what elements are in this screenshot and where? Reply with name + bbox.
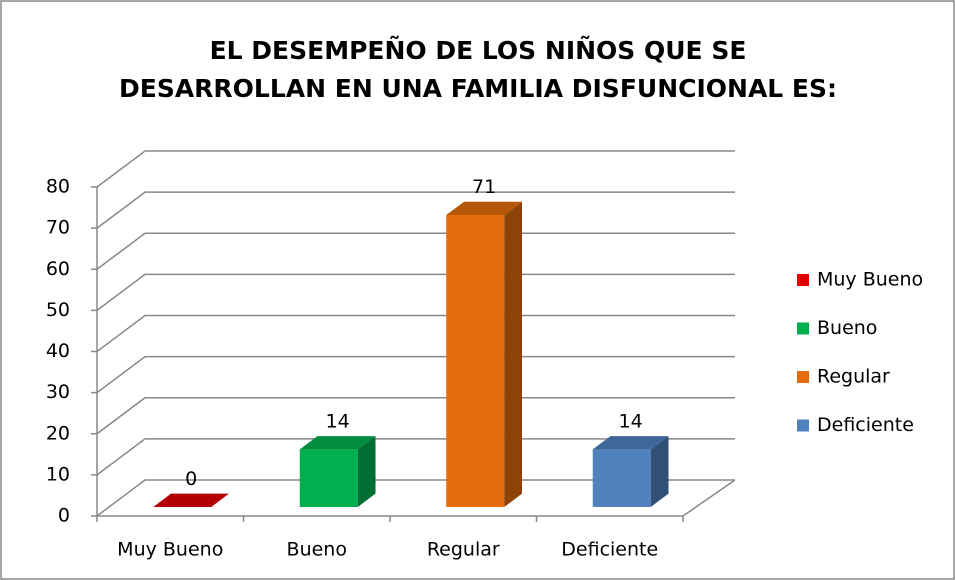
grid-line bbox=[96, 438, 735, 476]
bar-top bbox=[446, 201, 523, 216]
legend-label: Bueno bbox=[817, 317, 877, 339]
grid-line bbox=[96, 150, 735, 188]
bar-top bbox=[592, 436, 669, 450]
grid-line bbox=[96, 191, 735, 229]
chart-title: EL DESEMPEÑO DE LOS NIÑOS QUE SE DESARRO… bbox=[118, 36, 838, 103]
legend-label: Regular bbox=[817, 366, 890, 388]
grid-line bbox=[96, 314, 735, 353]
value-label: 71 bbox=[472, 176, 496, 198]
bar-top bbox=[299, 436, 376, 450]
grid-line bbox=[96, 479, 735, 517]
bar-front bbox=[446, 215, 505, 507]
bar-front bbox=[592, 449, 651, 507]
value-label: 14 bbox=[619, 411, 643, 433]
y-tick-label: 60 bbox=[46, 258, 70, 280]
y-tick-label: 30 bbox=[46, 381, 70, 403]
bar bbox=[592, 436, 669, 507]
value-label: 0 bbox=[185, 468, 197, 490]
x-tick-label: Regular bbox=[427, 539, 500, 561]
legend-label: Muy Bueno bbox=[817, 269, 923, 291]
grid-line bbox=[96, 232, 735, 270]
bar bbox=[446, 201, 523, 507]
bar bbox=[299, 436, 376, 507]
bar-side bbox=[650, 436, 669, 507]
bar-side bbox=[357, 436, 376, 507]
y-tick-label: 20 bbox=[46, 422, 70, 444]
legend-swatch bbox=[797, 371, 809, 383]
legend-swatch bbox=[797, 419, 809, 432]
y-tick-label: 40 bbox=[46, 340, 70, 362]
x-tick-label: Muy Bueno bbox=[117, 539, 223, 561]
bar bbox=[153, 493, 230, 507]
legend-swatch bbox=[797, 322, 809, 335]
bar-front bbox=[299, 449, 358, 507]
y-tick-label: 10 bbox=[46, 463, 70, 485]
y-tick-label: 70 bbox=[46, 217, 70, 239]
grid-line bbox=[96, 397, 735, 435]
legend-swatch bbox=[797, 274, 809, 286]
x-tick-label: Bueno bbox=[287, 539, 347, 561]
x-tick-label: Deficiente bbox=[561, 539, 658, 561]
y-tick-label: 50 bbox=[46, 299, 70, 321]
legend-label: Deficiente bbox=[817, 414, 914, 436]
grid-line bbox=[96, 355, 735, 394]
bar-side bbox=[504, 201, 523, 507]
value-label: 14 bbox=[326, 411, 350, 433]
y-tick-label: 80 bbox=[46, 176, 70, 198]
y-tick-label: 0 bbox=[58, 505, 70, 527]
bar-top bbox=[153, 493, 230, 507]
grid-line bbox=[96, 273, 735, 311]
